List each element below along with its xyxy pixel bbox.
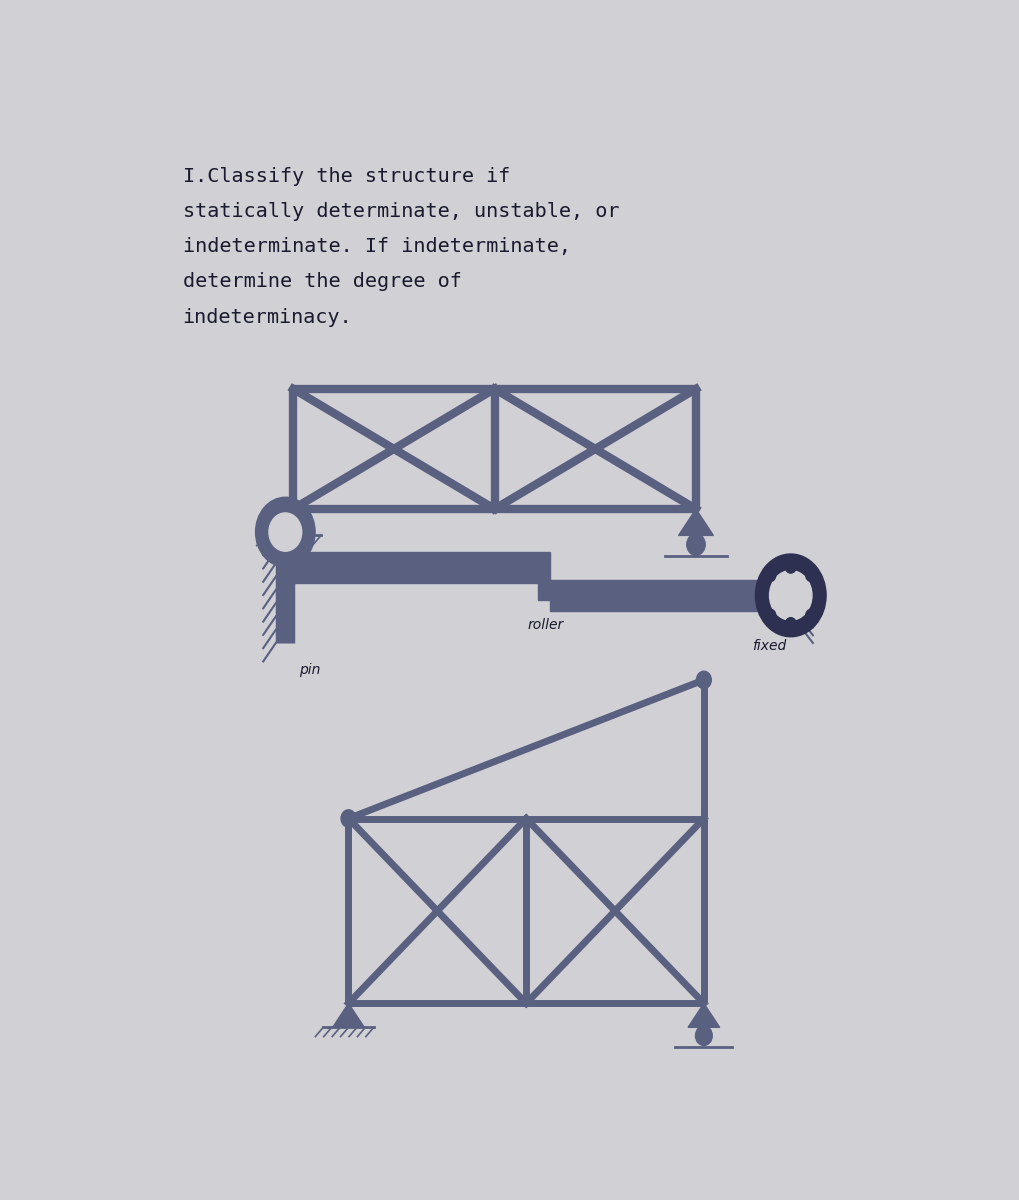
- Text: fixed: fixed: [753, 640, 787, 653]
- Circle shape: [764, 569, 775, 582]
- Circle shape: [786, 560, 796, 574]
- Text: indeterminate. If indeterminate,: indeterminate. If indeterminate,: [182, 238, 571, 257]
- Circle shape: [687, 534, 705, 556]
- Polygon shape: [679, 509, 713, 535]
- Text: pin: pin: [300, 664, 321, 677]
- Circle shape: [341, 810, 356, 827]
- Text: indeterminacy.: indeterminacy.: [182, 307, 353, 326]
- Circle shape: [764, 610, 775, 623]
- Polygon shape: [332, 1003, 365, 1027]
- FancyBboxPatch shape: [285, 552, 550, 583]
- Text: determine the degree of: determine the degree of: [182, 272, 462, 292]
- Circle shape: [756, 589, 767, 602]
- Circle shape: [806, 610, 817, 623]
- FancyBboxPatch shape: [550, 580, 791, 611]
- Text: roller: roller: [528, 618, 565, 632]
- Circle shape: [769, 570, 812, 620]
- Circle shape: [256, 497, 315, 566]
- Circle shape: [696, 1026, 712, 1045]
- Circle shape: [755, 554, 826, 637]
- Text: I.Classify the structure if: I.Classify the structure if: [182, 167, 511, 186]
- Polygon shape: [688, 1003, 719, 1027]
- Circle shape: [814, 589, 825, 602]
- FancyBboxPatch shape: [538, 583, 561, 600]
- Circle shape: [269, 512, 302, 551]
- Circle shape: [786, 618, 796, 631]
- Circle shape: [806, 569, 817, 582]
- Circle shape: [696, 671, 711, 689]
- Text: statically determinate, unstable, or: statically determinate, unstable, or: [182, 203, 620, 221]
- Polygon shape: [276, 509, 311, 535]
